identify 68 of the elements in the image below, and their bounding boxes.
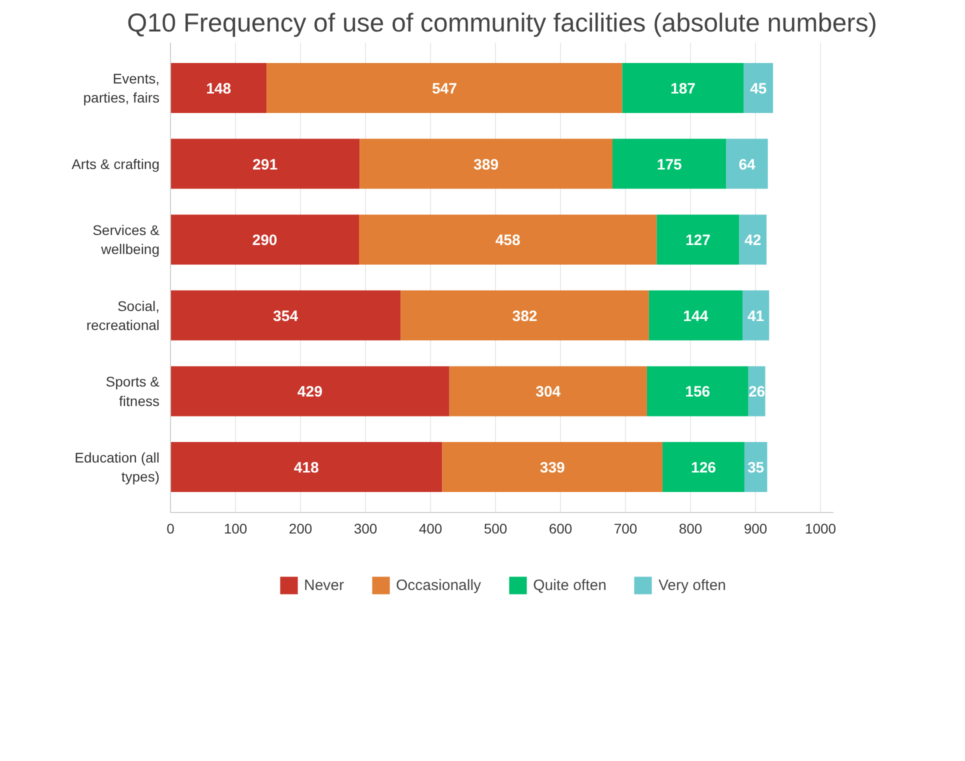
bar: [170, 214, 359, 265]
data-label: 175: [656, 156, 682, 174]
x-tick-label: 800: [678, 520, 702, 536]
bar: [739, 214, 767, 265]
data-label: 304: [536, 384, 562, 401]
bar: [170, 366, 450, 416]
bar: [449, 366, 647, 416]
data-label: 458: [495, 232, 520, 250]
data-label: 156: [685, 384, 710, 401]
bar: [266, 62, 622, 113]
x-tick-label: 0: [166, 520, 175, 536]
data-label: 354: [273, 308, 299, 325]
legend-label: Occasionally: [396, 576, 482, 594]
data-label: 41: [747, 308, 764, 325]
bar: [170, 442, 442, 492]
x-tick-label: 700: [614, 520, 638, 536]
bar: [646, 366, 748, 416]
y-tick-label: Services & wellbeing: [92, 222, 160, 258]
bar: [648, 290, 742, 340]
bar: [612, 138, 726, 189]
bar: [656, 214, 740, 265]
bar: [726, 138, 768, 189]
x-tick-label: 900: [744, 520, 768, 536]
y-tick-label: Sports & fitness: [106, 374, 160, 409]
bar: [442, 442, 663, 492]
data-label: 382: [512, 308, 538, 325]
data-label: 26: [748, 384, 766, 401]
bar: [359, 214, 657, 265]
data-label: 389: [474, 156, 499, 174]
data-label: 291: [252, 156, 278, 174]
x-tick-label: 500: [484, 520, 508, 536]
bar: [170, 62, 267, 113]
x-tick-label: 600: [548, 520, 572, 536]
bar: [742, 290, 770, 340]
data-label: 148: [206, 80, 232, 98]
y-tick-label: Education (all types): [74, 449, 160, 485]
data-label: 429: [297, 384, 322, 401]
data-label: 126: [690, 460, 716, 477]
x-tick-label: 100: [224, 520, 248, 536]
x-tick-label: 400: [418, 520, 442, 536]
data-label: 418: [294, 460, 319, 477]
data-label: 35: [747, 460, 764, 477]
x-tick-label: 300: [354, 520, 378, 536]
legend-label: Never: [304, 576, 344, 594]
data-label: 339: [540, 460, 565, 477]
data-label: 547: [432, 80, 457, 98]
bar: [360, 138, 612, 189]
chart-title: Q10 Frequency of use of community facilities (absolute numbers): [127, 8, 878, 38]
y-tick-label: Arts & crafting: [72, 156, 160, 172]
legend-label: Very often: [658, 576, 726, 594]
bar: [400, 290, 649, 340]
y-tick-label: Social, recreational: [86, 298, 160, 334]
data-label: 64: [738, 156, 756, 174]
data-label: 290: [252, 232, 278, 250]
bar: [744, 62, 774, 113]
x-tick-label: 1000: [804, 520, 836, 536]
data-label: 42: [744, 232, 762, 250]
data-label: 144: [683, 308, 709, 325]
legend-label: Quite often: [533, 576, 606, 594]
bar: [170, 290, 401, 340]
data-label: 187: [670, 80, 696, 98]
bar: [170, 138, 360, 189]
data-label: 45: [750, 80, 767, 98]
x-tick-label: 200: [288, 520, 312, 536]
data-label: 127: [685, 232, 710, 250]
bar: [662, 442, 744, 492]
y-tick-label: Events, parties, fairs: [83, 70, 160, 106]
bar: [622, 62, 744, 113]
